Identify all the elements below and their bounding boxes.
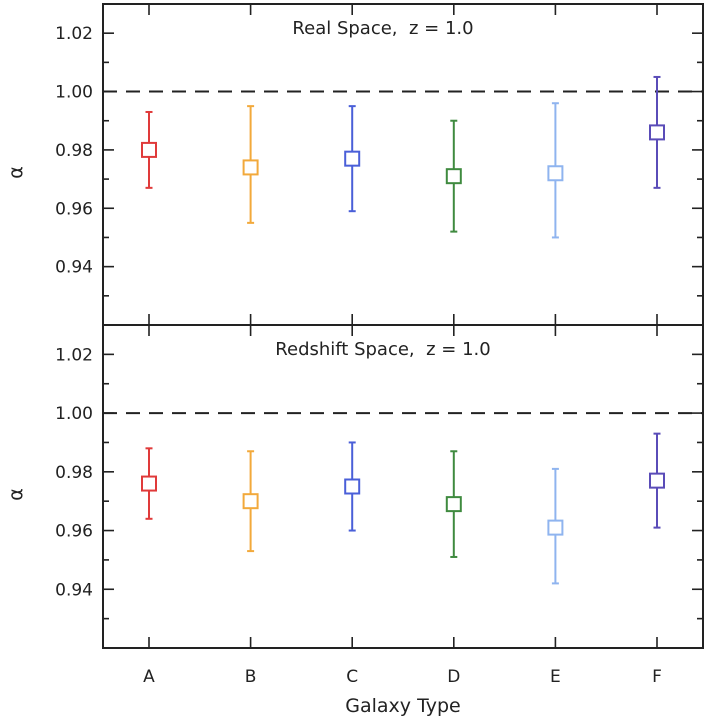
point-real-C xyxy=(344,105,361,213)
panel-real-space: 0.94 0.96 0.98 1.00 1.02 α Real Space, z = 1.0 xyxy=(5,3,704,326)
data-marker xyxy=(141,475,157,492)
plot-frame xyxy=(102,324,704,649)
panel-title: Real Space, z = 1.0 xyxy=(292,18,473,39)
data-marker xyxy=(649,124,665,141)
y-axis-label: α xyxy=(5,488,27,501)
y-tick-label: 0.98 xyxy=(55,463,93,483)
point-real-A xyxy=(141,110,157,189)
x-tick-label: E xyxy=(550,667,561,687)
data-marker xyxy=(344,478,361,495)
data-marker xyxy=(344,150,361,167)
y-tick-label: 1.02 xyxy=(55,24,93,44)
point-real-D xyxy=(445,119,462,233)
y-tick-label: 0.96 xyxy=(55,522,93,542)
x-tick-label: B xyxy=(245,667,257,687)
y-tick-label: 0.94 xyxy=(55,258,93,278)
y-tick-label: 1.00 xyxy=(55,83,93,103)
point-real-B xyxy=(242,105,259,224)
point-redshift-F xyxy=(649,432,665,529)
point-redshift-B xyxy=(242,450,259,553)
data-marker xyxy=(445,168,462,185)
data-marker xyxy=(242,493,259,510)
point-real-E xyxy=(547,102,564,239)
y-axis-label: α xyxy=(5,166,27,179)
y-tick-label: 0.96 xyxy=(55,199,93,219)
x-tick-label: A xyxy=(143,667,155,687)
y-tick-label: 0.98 xyxy=(55,141,93,161)
point-redshift-D xyxy=(445,450,462,558)
data-marker xyxy=(242,159,259,176)
point-real-F xyxy=(649,75,665,189)
data-marker xyxy=(649,472,665,489)
y-tick-label: 0.94 xyxy=(55,580,93,600)
data-marker xyxy=(547,519,564,536)
point-redshift-C xyxy=(344,441,361,532)
data-marker xyxy=(445,496,462,513)
data-marker xyxy=(547,165,564,182)
point-redshift-A xyxy=(141,447,157,520)
x-tick-label: D xyxy=(447,667,460,687)
panel-redshift-space: 0.94 0.96 0.98 1.00 1.02 α Redshift Space, z =… xyxy=(5,324,704,649)
x-tick-label: C xyxy=(346,667,358,687)
y-tick-label: 1.02 xyxy=(55,345,93,365)
plot-frame xyxy=(102,3,704,326)
data-marker xyxy=(141,141,157,158)
x-tick-label: F xyxy=(652,667,662,687)
panel-title: Redshift Space, z = 1.0 xyxy=(275,339,490,360)
point-redshift-E xyxy=(547,467,564,585)
x-axis-label: Galaxy Type xyxy=(345,695,460,717)
x-axis: A B C D E F Galaxy Type xyxy=(143,667,662,717)
y-tick-label: 1.00 xyxy=(55,404,93,424)
